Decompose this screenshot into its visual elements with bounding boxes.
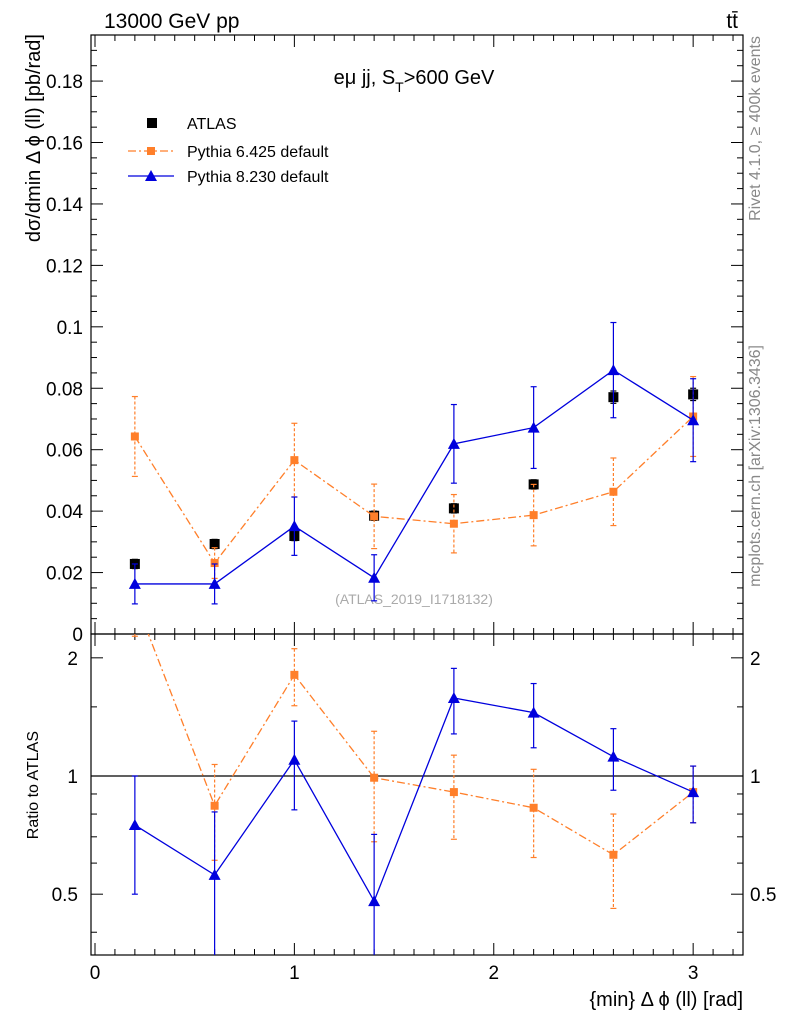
- chart-title-subscript: T: [395, 79, 404, 95]
- y-axis-label: dσ/dmin Δ ϕ (ll) [pb/rad]: [23, 34, 45, 242]
- chart-title-main: eμ jj, S: [334, 67, 396, 89]
- y-tick-label: 0: [72, 625, 83, 646]
- ratio-tick-label-left: 2: [67, 649, 78, 670]
- pythia8-point: [368, 571, 381, 583]
- header-process: tt̄: [726, 10, 738, 33]
- y-tick-label: 0.04: [46, 502, 83, 523]
- legend-pythia8-marker: [145, 170, 157, 181]
- legend-pythia6-label: Pythia 6.425 default: [187, 144, 329, 161]
- chart-title-tail: >600 GeV: [404, 67, 495, 89]
- y-tick-label: 0.18: [46, 72, 83, 93]
- mcplots-source-label: mcplots.cern.ch [arXiv:1306.3436]: [747, 345, 764, 587]
- y-tick-label: 0.08: [46, 379, 83, 400]
- pythia6-ratio-point: [370, 773, 379, 782]
- pythia6-ratio-point: [449, 788, 458, 797]
- pythia6-point: [370, 512, 379, 521]
- ratio-tick-label-left: 0.5: [52, 885, 78, 906]
- pythia6-point: [529, 511, 538, 520]
- rivet-version-label: Rivet 4.1.0, ≥ 400k events: [747, 36, 764, 221]
- x-axis-label: {min} Δ ϕ (ll) [rad]: [590, 989, 744, 1011]
- y-tick-label: 0.12: [46, 256, 83, 277]
- ratio-tick-label-left: 1: [67, 767, 78, 788]
- pythia6-point: [290, 456, 299, 465]
- ratio-tick-label-right: 1: [750, 767, 761, 788]
- legend: ATLAS Pythia 6.425 default Pythia 8.230 …: [128, 116, 329, 186]
- main-data-layer: [128, 321, 700, 605]
- ratio-data-layer: [128, 634, 700, 955]
- legend-pythia8-label: Pythia 8.230 default: [187, 169, 329, 186]
- pythia8-ratio-point: [447, 692, 460, 704]
- ratio-tick-label-right: 0.5: [750, 885, 776, 906]
- pythia6-ratio-point: [529, 803, 538, 812]
- pythia8-point: [447, 437, 460, 449]
- pythia8-line: [134, 369, 694, 585]
- pythia8-ratio-line: [134, 697, 694, 903]
- y-tick-label: 0.16: [46, 134, 83, 155]
- header-collision: 13000 GeV pp: [104, 10, 239, 33]
- legend-atlas-marker: [147, 118, 157, 128]
- y-tick-label: 0.1: [57, 318, 83, 339]
- pythia6-line: [134, 416, 694, 565]
- chart-title: eμ jj, ST>600 GeV: [334, 67, 495, 95]
- y-tick-label: 0.06: [46, 441, 83, 462]
- pythia8-ratio-point: [368, 895, 381, 907]
- pythia8-ratio-point: [208, 868, 221, 880]
- pythia8-ratio-point: [527, 706, 540, 718]
- pythia6-ratio-line: [147, 634, 694, 856]
- legend-atlas-label: ATLAS: [187, 116, 237, 133]
- x-tick-label: 1: [289, 963, 300, 984]
- pythia8-ratio-point: [288, 753, 301, 765]
- pythia8-point: [527, 421, 540, 433]
- y-tick-label: 0.14: [46, 195, 83, 216]
- pythia8-point: [128, 577, 141, 589]
- ratio-tick-label-right: 2: [750, 649, 761, 670]
- plot-dynamic-layer: 0 1 2 3 0 0.02 0.04 0.06 0.08 0.1 0.12 0.14 0.16 0.18…: [46, 34, 776, 984]
- pythia8-ratio-point: [128, 819, 141, 831]
- pythia6-point: [609, 487, 618, 496]
- atlas-point: [448, 503, 459, 514]
- x-tick-label: 3: [688, 963, 699, 984]
- legend-pythia6-marker: [147, 147, 155, 155]
- atlas-point: [209, 538, 220, 549]
- pythia8-point: [288, 520, 301, 532]
- pythia6-point: [210, 559, 219, 568]
- pythia8-ratio-point: [607, 750, 620, 762]
- pythia6-ratio-point: [210, 801, 219, 810]
- pythia6-ratio-point: [609, 850, 618, 859]
- pythia6-ratio-point: [290, 670, 299, 679]
- y-tick-label: 0.02: [46, 564, 83, 585]
- analysis-id-watermark: (ATLAS_2019_I1718132): [335, 591, 493, 607]
- ratio-y-axis-label: Ratio to ATLAS: [25, 731, 42, 839]
- x-tick-label: 2: [488, 963, 499, 984]
- x-tick-label: 0: [90, 963, 101, 984]
- pythia8-ratio-point: [687, 786, 700, 798]
- pythia6-point: [130, 432, 139, 441]
- pythia8-point: [208, 577, 221, 589]
- pythia6-point: [449, 519, 458, 528]
- pythia8-point: [607, 364, 620, 376]
- pythia8-point: [687, 414, 700, 426]
- ratio-plot-frame: [90, 633, 744, 956]
